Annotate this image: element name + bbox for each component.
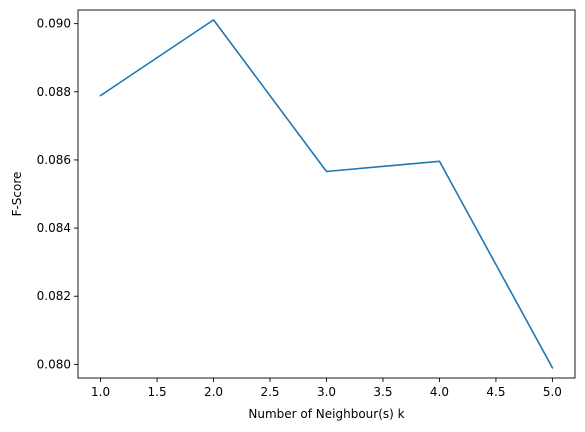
x-tick-label: 1.0 [91,385,110,399]
x-tick-label: 4.5 [486,385,505,399]
y-tick-label: 0.084 [37,221,71,235]
y-tick-label: 0.090 [37,17,71,31]
x-tick-label: 2.5 [260,385,279,399]
x-tick-label: 4.0 [430,385,449,399]
x-tick-label: 3.0 [317,385,336,399]
y-axis-label: F-Score [10,172,24,217]
x-axis-ticks: 1.0 1.5 2.0 2.5 3.0 3.5 4.0 4.5 5.0 [91,378,562,399]
x-tick-label: 2.0 [204,385,223,399]
y-tick-label: 0.086 [37,153,71,167]
x-tick-label: 3.5 [373,385,392,399]
y-axis-ticks: 0.080 0.082 0.084 0.086 0.088 0.090 [37,17,78,371]
series-line-0 [99,19,554,369]
x-axis-label: Number of Neighbour(s) k [248,407,404,421]
y-tick-label: 0.088 [37,85,71,99]
y-tick-label: 0.082 [37,289,71,303]
x-tick-label: 5.0 [543,385,562,399]
y-tick-label: 0.080 [37,357,71,371]
x-tick-label: 1.5 [148,385,167,399]
